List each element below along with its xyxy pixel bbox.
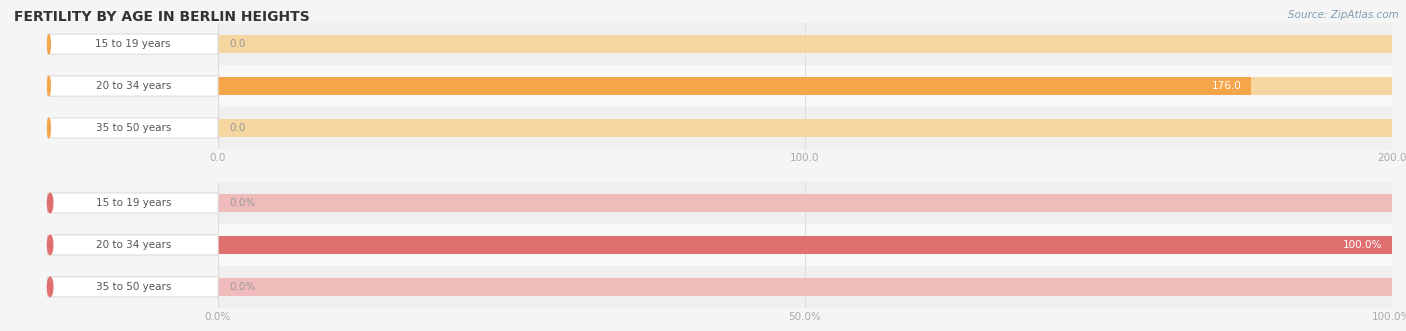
Bar bbox=[218, 278, 1392, 296]
FancyBboxPatch shape bbox=[48, 193, 218, 213]
Bar bbox=[218, 266, 1392, 308]
Text: 20 to 34 years: 20 to 34 years bbox=[96, 240, 172, 250]
FancyBboxPatch shape bbox=[48, 277, 218, 297]
Text: 0.0%: 0.0% bbox=[229, 282, 256, 292]
Text: 100.0%: 100.0% bbox=[1343, 240, 1382, 250]
Text: 0.0: 0.0 bbox=[229, 123, 246, 133]
Circle shape bbox=[48, 34, 51, 54]
Bar bbox=[218, 35, 1392, 53]
Bar bbox=[218, 77, 1251, 95]
Text: 35 to 50 years: 35 to 50 years bbox=[96, 123, 172, 133]
Text: 35 to 50 years: 35 to 50 years bbox=[96, 282, 172, 292]
FancyBboxPatch shape bbox=[48, 34, 218, 54]
Bar bbox=[218, 182, 1392, 224]
Text: 176.0: 176.0 bbox=[1212, 81, 1241, 91]
Bar bbox=[218, 119, 1392, 137]
Circle shape bbox=[48, 235, 53, 255]
Bar bbox=[218, 236, 1392, 254]
Bar bbox=[218, 194, 1392, 212]
FancyBboxPatch shape bbox=[48, 118, 218, 138]
Text: 15 to 19 years: 15 to 19 years bbox=[96, 39, 172, 49]
Text: Source: ZipAtlas.com: Source: ZipAtlas.com bbox=[1288, 10, 1399, 20]
Circle shape bbox=[48, 277, 53, 297]
Text: 0.0: 0.0 bbox=[229, 39, 246, 49]
Bar bbox=[218, 65, 1392, 107]
FancyBboxPatch shape bbox=[48, 235, 218, 255]
Bar bbox=[218, 23, 1392, 65]
FancyBboxPatch shape bbox=[48, 76, 218, 96]
Circle shape bbox=[48, 118, 51, 138]
Text: 0.0%: 0.0% bbox=[229, 198, 256, 208]
Bar bbox=[218, 77, 1392, 95]
Bar bbox=[218, 107, 1392, 149]
Text: 20 to 34 years: 20 to 34 years bbox=[96, 81, 172, 91]
Text: FERTILITY BY AGE IN BERLIN HEIGHTS: FERTILITY BY AGE IN BERLIN HEIGHTS bbox=[14, 10, 309, 24]
Text: 15 to 19 years: 15 to 19 years bbox=[96, 198, 172, 208]
Bar bbox=[218, 224, 1392, 266]
Circle shape bbox=[48, 76, 51, 96]
Bar bbox=[218, 236, 1392, 254]
Circle shape bbox=[48, 193, 53, 213]
